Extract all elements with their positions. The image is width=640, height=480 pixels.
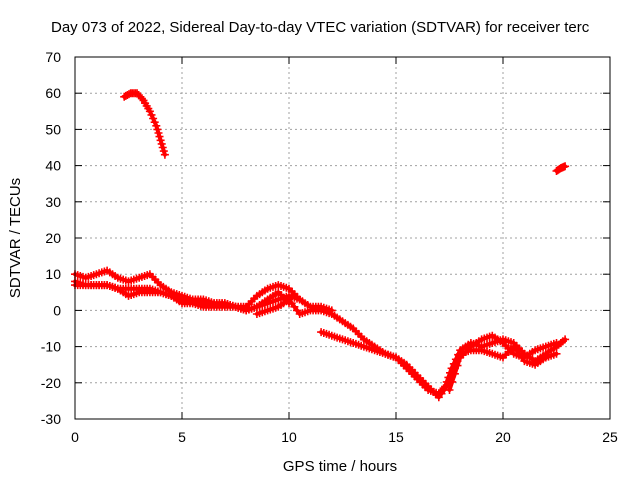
data-point-fill: [150, 118, 159, 127]
data-point: [295, 295, 304, 304]
data-point: [156, 136, 165, 145]
plot-frame: [74, 56, 611, 420]
y-tick-label: -10: [41, 339, 61, 355]
data-point-fill: [450, 369, 459, 378]
data-point-fill: [154, 129, 163, 137]
x-axis-label: GPS time / hours: [283, 458, 397, 475]
data-series: [71, 89, 570, 402]
y-axis-label: SDTVAR / TECUs: [7, 178, 24, 298]
data-point: [552, 349, 561, 358]
data-point-fill: [158, 143, 167, 152]
data-point-fill: [448, 377, 457, 386]
y-tick-label: 50: [45, 121, 61, 137]
data-point: [561, 162, 570, 171]
x-tick-label: 10: [281, 429, 297, 445]
y-tick-label: 0: [53, 302, 61, 318]
y-tick-label: 30: [45, 194, 61, 210]
series-upper-arc-late: [552, 162, 570, 175]
data-point: [152, 121, 161, 130]
data-point-fill: [155, 132, 164, 141]
y-tick-label: -20: [41, 375, 61, 391]
x-tick-label: 25: [602, 429, 618, 445]
data-point-fill: [453, 361, 462, 370]
y-tick-label: 60: [45, 85, 61, 101]
chart-title: Day 073 of 2022, Sidereal Day-to-day VTE…: [51, 19, 590, 36]
data-point: [445, 386, 454, 394]
x-tick-label: 20: [495, 429, 511, 445]
y-tick-label: 40: [45, 158, 61, 174]
tick-labels: 0 5 10 15 20 25 -30 -20 -10 0 10 20 30 40 50 60 70: [41, 49, 618, 445]
x-tick-label: 0: [71, 429, 79, 445]
y-tick-label: 10: [45, 266, 61, 282]
data-point: [561, 335, 570, 344]
x-tick-label: 15: [388, 429, 404, 445]
data-point-fill: [147, 110, 156, 119]
series-track-f: [445, 331, 561, 394]
x-tick-label: 5: [178, 429, 186, 445]
y-tick-label: 70: [45, 49, 61, 65]
series-upper-arc-early: [120, 89, 169, 159]
data-point-fill: [157, 139, 166, 148]
data-point: [552, 339, 561, 347]
grid-lines: [75, 57, 610, 419]
data-point-fill: [137, 94, 146, 103]
data-point: [145, 107, 154, 116]
data-point-fill: [149, 114, 158, 123]
data-point-fill: [159, 147, 168, 156]
series-track-e: [317, 328, 561, 402]
y-tick-label: 20: [45, 230, 61, 246]
data-point-fill: [153, 125, 162, 134]
data-point: [160, 150, 169, 159]
y-tick-label: -30: [41, 411, 61, 427]
series-track-c: [71, 281, 293, 315]
